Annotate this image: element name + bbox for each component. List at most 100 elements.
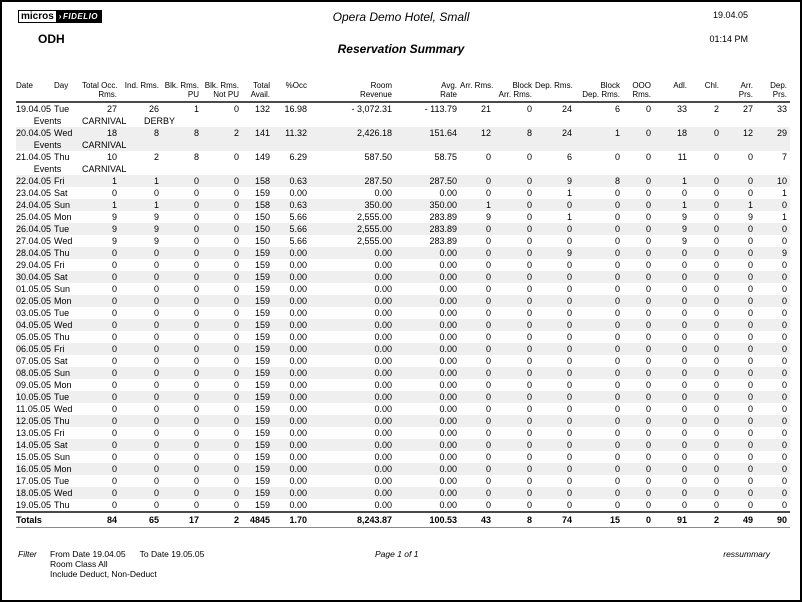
value-cell: 2 [713,104,719,114]
value-cell: 0 [747,236,753,246]
value-cell: 0 [526,416,532,426]
value-cell: 0 [193,272,199,282]
value-cell: 18 [106,128,117,138]
value-cell: 0 [645,236,651,246]
totals-value-cell: 91 [676,515,687,525]
value-cell: 0 [233,500,239,510]
value-cell: 0 [781,404,787,414]
value-cell: 0 [713,212,719,222]
value-cell: 0 [485,188,491,198]
day-cell: Thu [54,416,70,426]
value-cell: 0 [645,320,651,330]
table-row: 29.04.05 Fri 0 0 0 0 159 0.00 0.00 0.00 0 0 0 0 0 0 0 0 0 [16,259,790,271]
value-cell: 0 [781,332,787,342]
value-cell: 0 [485,224,491,234]
value-cell: 158 [254,176,270,186]
value-cell: 287.50 [364,176,392,186]
value-cell: 158 [254,200,270,210]
value-cell: 0 [681,296,687,306]
value-cell: 0 [526,224,532,234]
value-cell: 0 [193,476,199,486]
value-cell: 0 [681,464,687,474]
value-cell: 0 [233,464,239,474]
day-cell: Tue [54,308,70,318]
value-cell: 0 [713,452,719,462]
value-cell: 0 [781,284,787,294]
value-cell: 0 [645,344,651,354]
value-cell: 0.00 [439,440,457,450]
value-cell: 0.00 [289,380,307,390]
date-cell: 06.05.05 [16,344,52,354]
totals-value-cell: 8 [526,515,532,525]
value-cell: 0 [645,296,651,306]
value-cell: 0.00 [289,284,307,294]
value-cell: 10 [106,152,117,162]
value-cell: 0 [153,488,159,498]
value-cell: 0.00 [439,476,457,486]
report-time: 01:14 PM [709,34,748,44]
value-cell: 0 [566,200,572,210]
day-cell: Mon [54,296,72,306]
value-cell: 0 [747,416,753,426]
value-cell: 0.00 [289,416,307,426]
value-cell: 159 [254,488,270,498]
report-id: ressummary [723,549,770,559]
value-cell: 0 [681,404,687,414]
value-cell: 159 [254,380,270,390]
value-cell: 159 [254,500,270,510]
date-cell: 18.05.05 [16,488,52,498]
totals-value-cell: 17 [188,515,199,525]
value-cell: - 113.79 [424,104,457,114]
value-cell: 0 [526,152,532,162]
table-row: 18.05.05 Wed 0 0 0 0 159 0.00 0.00 0.00 0 0 0 0 0 0 0 0 0 [16,487,790,499]
value-cell: 1 [681,200,687,210]
value-cell: 159 [254,272,270,282]
value-cell: 0 [153,428,159,438]
value-cell: 0 [747,224,753,234]
value-cell: 0 [233,380,239,390]
value-cell: 0 [485,236,491,246]
value-cell: 58.75 [434,152,457,162]
value-cell: 0 [681,188,687,198]
value-cell: 0 [193,236,199,246]
column-header: Arr. Rms. [460,81,494,90]
totals-value-cell: 8,243.87 [356,515,392,525]
table-row: 05.05.05 Thu 0 0 0 0 159 0.00 0.00 0.00 0 0 0 0 0 0 0 0 0 [16,331,790,343]
value-cell: 0.00 [289,404,307,414]
value-cell: 159 [254,476,270,486]
value-cell: 0 [566,224,572,234]
filter-block: From Date 19.04.05 To Date 19.05.05 Room … [50,549,204,579]
value-cell: 0 [645,452,651,462]
value-cell: 9 [153,212,159,222]
value-cell: 0 [681,320,687,330]
value-cell: 0.63 [289,200,307,210]
value-cell: 0.00 [439,392,457,402]
report-title: Reservation Summary [337,42,465,56]
value-cell: 5.66 [289,212,307,222]
value-cell: 0 [233,476,239,486]
table-row: 07.05.05 Sat 0 0 0 0 159 0.00 0.00 0.00 0 0 0 0 0 0 0 0 0 [16,355,790,367]
value-cell: 29 [776,128,787,138]
table-row: 21.04.05 Thu 10 2 8 0 149 6.29 587.50 58.75 0 0 6 0 0 1… [16,151,790,163]
value-cell: 0 [747,152,753,162]
value-cell: 0 [747,428,753,438]
table-row: 10.05.05 Tue 0 0 0 0 159 0.00 0.00 0.00 0 0 0 0 0 0 0 0 0 [16,391,790,403]
value-cell: 0 [233,452,239,462]
value-cell: 2 [153,152,159,162]
value-cell: 33 [776,104,787,114]
value-cell: 0 [193,464,199,474]
value-cell: 0 [781,368,787,378]
value-cell: 0 [233,212,239,222]
value-cell: 0.00 [374,428,392,438]
value-cell: 0 [485,248,491,258]
value-cell: 159 [254,464,270,474]
value-cell: 0 [233,404,239,414]
totals-value-cell: 90 [776,515,787,525]
value-cell: 0.00 [289,272,307,282]
events-label-cell: Events [33,164,62,174]
value-cell: 0 [111,440,117,450]
value-cell: 0 [566,272,572,282]
value-cell: 0 [111,380,117,390]
value-cell: 0 [193,368,199,378]
value-cell: 0 [747,500,753,510]
